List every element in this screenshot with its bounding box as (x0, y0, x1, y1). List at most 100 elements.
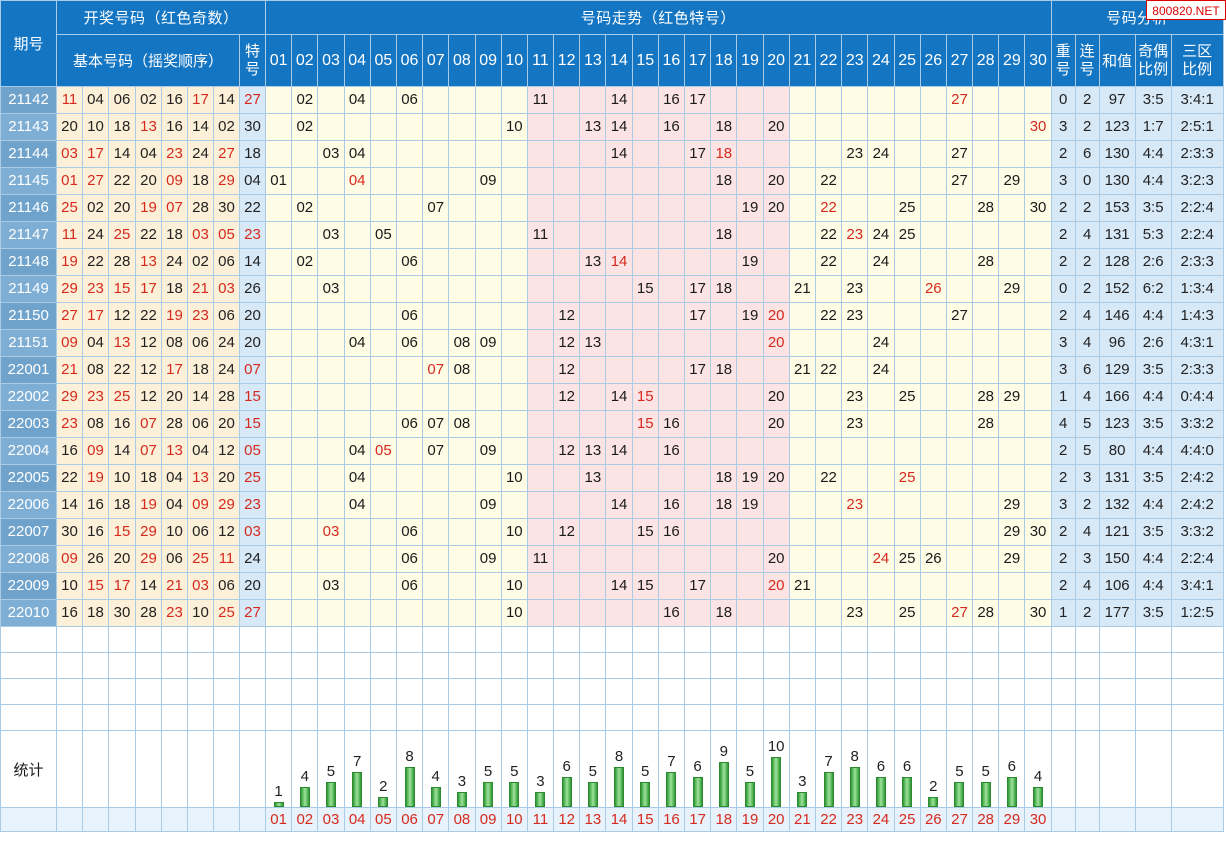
draw-group-header: 开奖号码（红色奇数） (56, 0, 266, 35)
consec-cell: 2 (1074, 113, 1100, 141)
empty-cell (526, 704, 555, 731)
trend-cell (369, 599, 397, 627)
trend-cell (945, 356, 974, 384)
footer-number-cell: 17 (683, 807, 712, 832)
trend-cell (736, 572, 764, 600)
trend-col-header: 14 (605, 34, 633, 87)
trend-cell (291, 356, 319, 384)
trend-cell (841, 464, 869, 492)
trend-cell (500, 86, 528, 114)
empty-cell (553, 652, 581, 679)
trend-cell: 29 (998, 491, 1026, 519)
frequency-bar (771, 757, 782, 807)
trend-cell (605, 356, 633, 384)
trend-cell (972, 302, 1000, 330)
issue-cell: 21146 (0, 194, 57, 222)
frequency-bar-wrap: 3 (790, 732, 814, 807)
trend-cell: 06 (395, 86, 424, 114)
frequency-bar-cell: 5 (972, 730, 1000, 808)
frequency-bar-wrap: 4 (293, 732, 317, 807)
special-number-cell: 18 (239, 140, 266, 168)
sum-header: 和值 (1098, 34, 1136, 87)
frequency-bar-wrap: 10 (764, 732, 788, 807)
empty-cell (500, 704, 528, 731)
empty-cell (264, 652, 293, 679)
empty-cell (814, 704, 843, 731)
footer-number-cell: 02 (291, 807, 319, 832)
frequency-bar-cell: 5 (317, 730, 345, 808)
trend-cell (736, 383, 764, 411)
trend-cell: 19 (736, 248, 764, 276)
frequency-bar (456, 792, 467, 807)
base-number-cell: 06 (161, 545, 188, 573)
frequency-bar-wrap: 1 (267, 732, 291, 807)
frequency-bar-wrap: 5 (947, 732, 971, 807)
empty-cell (135, 704, 162, 731)
empty-cell (893, 704, 921, 731)
empty-cell (1074, 807, 1100, 832)
empty-cell (1024, 652, 1052, 679)
trend-cell (919, 383, 947, 411)
empty-cell (893, 678, 921, 705)
trend-cell (762, 275, 790, 303)
oddeven-cell: 4:4 (1134, 302, 1172, 330)
trend-cell (605, 167, 633, 195)
trend-cell (893, 140, 921, 168)
empty-cell (893, 652, 921, 679)
trend-cell (841, 194, 869, 222)
trend-cell (264, 464, 293, 492)
trend-cell: 07 (422, 356, 450, 384)
trend-cell: 14 (605, 572, 633, 600)
base-number-cell: 10 (161, 518, 188, 546)
frequency-bar-wrap: 4 (424, 732, 448, 807)
empty-cell (395, 678, 424, 705)
base-number-cell: 19 (82, 464, 109, 492)
empty-cell (161, 730, 188, 808)
oddeven-header-top: 奇偶 (1138, 42, 1169, 60)
trend-cell (317, 194, 345, 222)
zone-cell: 2:3:3 (1170, 140, 1224, 168)
base-number-cell: 07 (161, 194, 188, 222)
trend-cell (422, 248, 450, 276)
trend-cell (553, 545, 581, 573)
trend-cell (317, 437, 345, 465)
trend-cell (395, 356, 424, 384)
trend-cell: 17 (683, 572, 712, 600)
trend-cell (972, 437, 1000, 465)
frequency-bar-wrap: 2 (921, 732, 945, 807)
empty-cell (631, 652, 659, 679)
trend-cell (448, 140, 476, 168)
trend-cell (736, 275, 764, 303)
base-number-cell: 17 (135, 275, 162, 303)
trend-cell (631, 86, 659, 114)
lottery-trend-table: 期号 开奖号码（红色奇数） 号码走势（红色特号） 号码分析 基本号码（摇奖顺序）特号 01… (0, 0, 1224, 832)
trend-cell (788, 86, 816, 114)
trend-cell (998, 113, 1026, 141)
zone-cell: 1:3:4 (1170, 275, 1224, 303)
trend-cell (553, 599, 581, 627)
sum-cell: 146 (1098, 302, 1136, 330)
footer-number-cell: 07 (422, 807, 450, 832)
trend-cell (998, 329, 1026, 357)
trend-cell (395, 437, 424, 465)
trend-cell: 20 (762, 167, 790, 195)
base-number-cell: 03 (213, 275, 240, 303)
trend-cell (500, 167, 528, 195)
trend-cell (867, 491, 895, 519)
frequency-value-label: 7 (824, 753, 833, 770)
frequency-bar (823, 772, 834, 807)
frequency-bar (561, 777, 572, 807)
base-number-cell: 23 (56, 410, 83, 438)
trend-cell (814, 383, 843, 411)
base-number-cell: 22 (108, 167, 136, 195)
footer-number-cell: 05 (369, 807, 397, 832)
base-number-cell: 28 (213, 383, 240, 411)
oddeven-cell: 3:5 (1134, 356, 1172, 384)
trend-cell (788, 383, 816, 411)
base-number-cell: 29 (135, 518, 162, 546)
trend-cell: 18 (710, 140, 738, 168)
trend-cell (657, 167, 686, 195)
trend-cell (972, 572, 1000, 600)
empty-cell (239, 807, 266, 832)
trend-cell (919, 194, 947, 222)
